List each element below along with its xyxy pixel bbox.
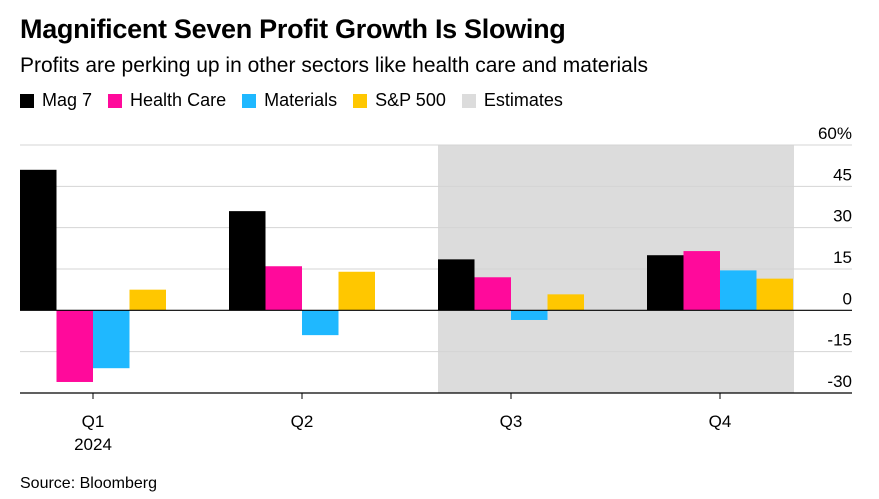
- source-note: Source: Bloomberg: [20, 475, 157, 492]
- bar-s-p-500-q1: [129, 289, 166, 311]
- legend-item-materials: Materials: [242, 90, 337, 111]
- x-tick-label: Q3: [500, 412, 523, 431]
- bar-materials-q1: [93, 310, 130, 369]
- legend-item-health-care: Health Care: [108, 90, 226, 111]
- legend-swatch-sp500: [353, 93, 368, 108]
- legend-label-mag7: Mag 7: [42, 90, 93, 110]
- x-tick-label: Q4: [709, 412, 732, 431]
- bar-health-care-q4: [683, 251, 720, 311]
- legend-item-mag7: Mag 7: [20, 90, 92, 111]
- bar-mag-7-q4: [647, 255, 684, 311]
- bar-health-care-q1: [56, 310, 93, 382]
- y-tick-label: -15: [827, 331, 852, 350]
- bar-s-p-500-q2: [338, 271, 375, 311]
- y-tick-label: -30: [827, 372, 852, 391]
- y-tick-label: 0: [843, 289, 852, 308]
- legend: Mag 7 Health Care Materials S&P 500 Esti…: [20, 90, 579, 111]
- bar-health-care-q3: [474, 277, 511, 311]
- legend-swatch-estimates: [461, 93, 476, 108]
- legend-swatch-mag7: [20, 93, 34, 108]
- legend-label-health-care: Health Care: [130, 90, 227, 110]
- legend-swatch-health-care: [108, 93, 123, 108]
- x-tick-label: Q2: [291, 412, 314, 431]
- legend-label-estimates: Estimates: [483, 90, 563, 110]
- legend-label-sp500: S&P 500: [375, 90, 446, 110]
- bar-health-care-q2: [265, 266, 302, 311]
- legend-label-materials: Materials: [264, 90, 338, 110]
- legend-item-sp500: S&P 500: [353, 90, 446, 111]
- bar-s-p-500-q4: [756, 278, 793, 311]
- y-tick-label: 60%: [818, 124, 852, 143]
- bar-materials-q3: [511, 310, 548, 320]
- legend-item-estimates: Estimates: [461, 90, 563, 111]
- bar-materials-q2: [302, 310, 339, 336]
- x-tick-sublabel: 2024: [74, 435, 112, 454]
- x-tick-label: Q1: [82, 412, 105, 431]
- bar-mag-7-q2: [229, 211, 266, 311]
- bar-s-p-500-q3: [547, 294, 584, 311]
- bar-mag-7-q1: [20, 169, 57, 311]
- bar-materials-q4: [720, 270, 757, 311]
- legend-swatch-materials: [242, 93, 257, 108]
- y-tick-label: 30: [833, 207, 852, 226]
- y-tick-label: 15: [833, 248, 852, 267]
- chart-subtitle: Profits are perking up in other sectors …: [20, 54, 648, 77]
- y-tick-label: 45: [833, 165, 852, 184]
- bar-mag-7-q3: [438, 259, 475, 311]
- chart-title: Magnificent Seven Profit Growth Is Slowi…: [20, 14, 566, 44]
